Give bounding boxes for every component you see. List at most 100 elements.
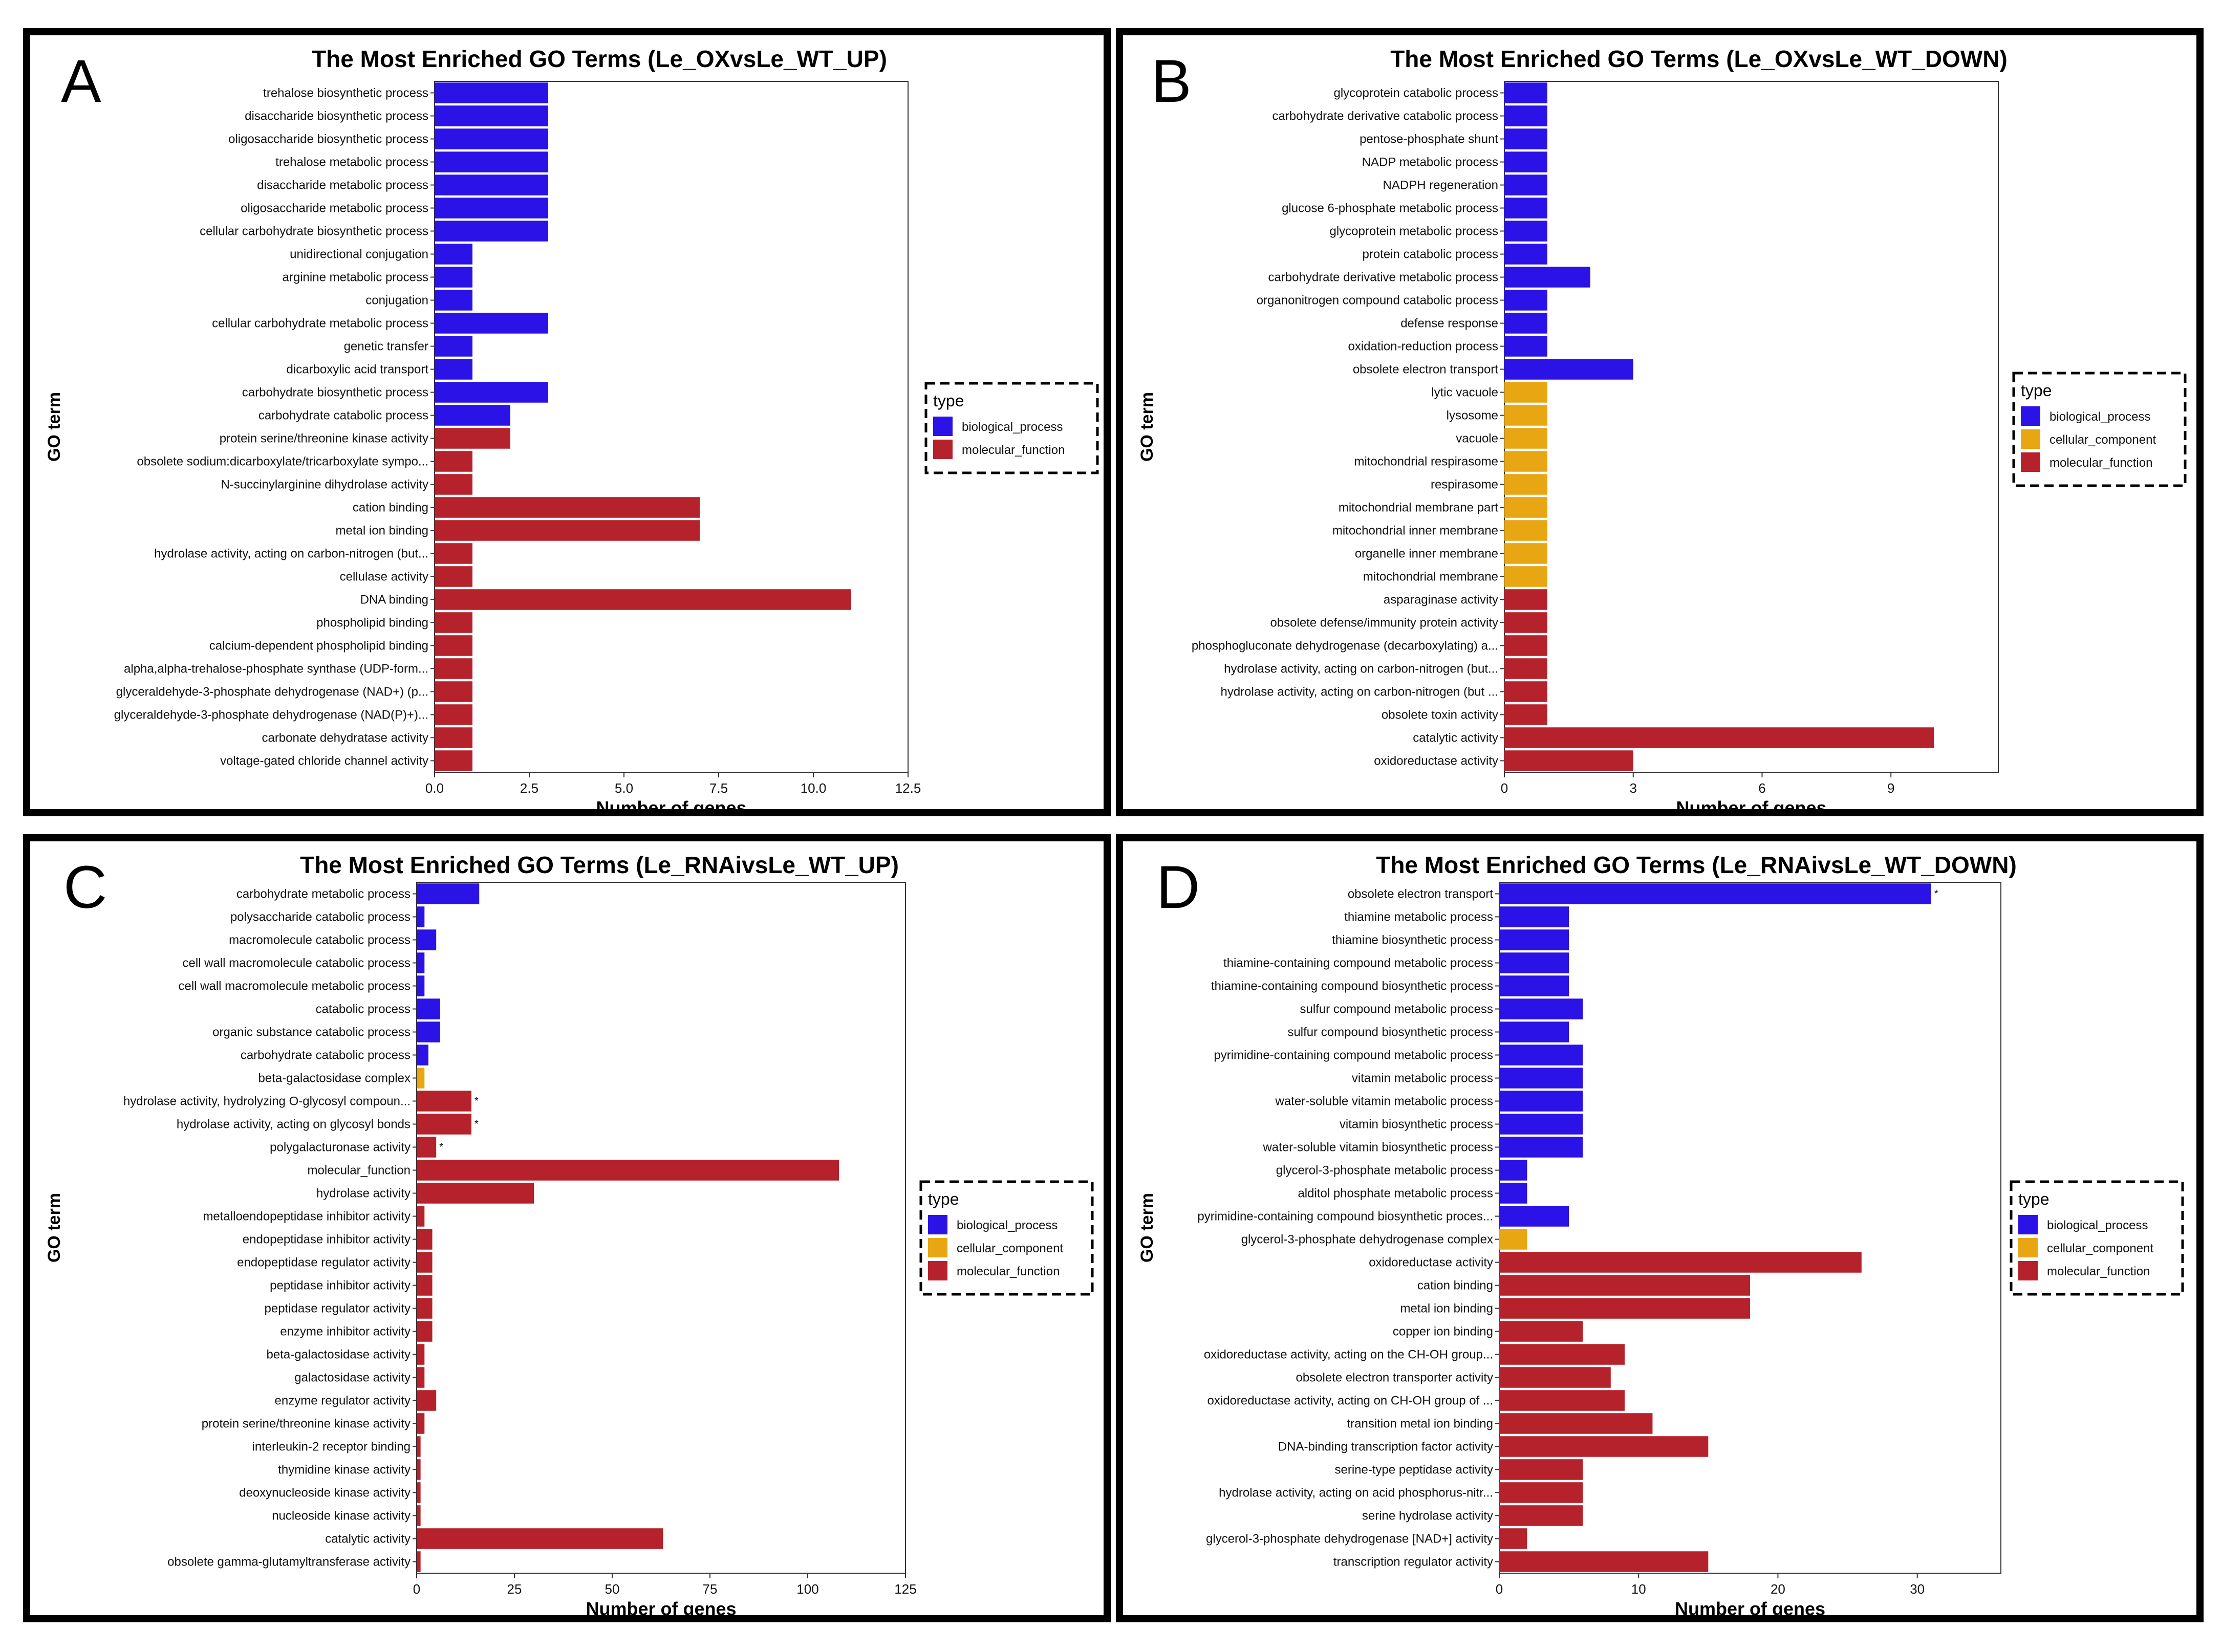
bar bbox=[435, 750, 472, 771]
category-label: hydrolase activity, acting on carbon-nit… bbox=[1220, 685, 1498, 699]
bar bbox=[435, 428, 510, 449]
category-label: pyrimidine-containing compound biosynthe… bbox=[1197, 1210, 1493, 1224]
legend-entry: biological_process bbox=[2047, 1219, 2148, 1232]
category-label: cation binding bbox=[1417, 1279, 1493, 1293]
bar bbox=[1504, 267, 1590, 288]
legend-entry: biological_process bbox=[957, 1219, 1058, 1232]
category-label: vacuole bbox=[1456, 432, 1498, 446]
x-tick-label: 7.5 bbox=[709, 780, 728, 796]
bar bbox=[1499, 1482, 1583, 1503]
bar bbox=[435, 290, 472, 311]
bar bbox=[1504, 151, 1547, 172]
category-label: carbonate dehydratase activity bbox=[262, 731, 428, 745]
category-label: cellulase activity bbox=[340, 570, 428, 584]
category-label: oxidoreductase activity, acting on the C… bbox=[1204, 1348, 1493, 1362]
category-label: dicarboxylic acid transport bbox=[287, 363, 429, 377]
legend-swatch bbox=[928, 1261, 947, 1280]
category-label: obsolete electron transport bbox=[1353, 363, 1499, 377]
category-label: obsolete sodium:dicarboxylate/tricarboxy… bbox=[137, 455, 428, 469]
category-label: glycoprotein metabolic process bbox=[1330, 225, 1499, 238]
chart-title: The Most Enriched GO Terms (Le_OXvsLe_WT… bbox=[1390, 46, 2008, 72]
bar bbox=[417, 1505, 421, 1526]
category-label: galactosidase activity bbox=[294, 1371, 411, 1385]
significance-marker: * bbox=[1934, 888, 1938, 900]
bar bbox=[435, 244, 472, 265]
category-label: pentose-phosphate shunt bbox=[1360, 133, 1498, 146]
category-label: obsolete defense/immunity protein activi… bbox=[1270, 616, 1498, 630]
bar bbox=[417, 1367, 425, 1388]
category-label: carbohydrate metabolic process bbox=[236, 887, 411, 901]
y-axis-label: GO term bbox=[1137, 392, 1157, 462]
category-label: cellular carbohydrate metabolic process bbox=[212, 317, 428, 331]
category-label: unidirectional conjugation bbox=[290, 248, 428, 262]
category-label: catabolic process bbox=[316, 1003, 411, 1016]
plot-area bbox=[1504, 81, 1999, 773]
category-label: mitochondrial inner membrane bbox=[1332, 524, 1498, 538]
category-label: DNA binding bbox=[360, 593, 428, 607]
bar bbox=[1499, 1114, 1583, 1135]
x-tick-label: 3 bbox=[1630, 780, 1637, 796]
category-label: sulfur compound biosynthetic process bbox=[1287, 1026, 1493, 1039]
bar bbox=[417, 998, 440, 1019]
y-axis-label: GO term bbox=[45, 392, 64, 462]
bar bbox=[435, 704, 472, 725]
category-label: carbohydrate derivative metabolic proces… bbox=[1268, 271, 1498, 285]
legend-box bbox=[924, 382, 1099, 474]
category-label: glycoprotein catabolic process bbox=[1333, 86, 1498, 100]
category-label: hydrolase activity, acting on carbon-nit… bbox=[1224, 662, 1498, 676]
bar bbox=[435, 105, 548, 126]
chart-panel-c: C The Most Enriched GO Terms (Le_RNAivsLe… bbox=[23, 834, 1111, 1622]
category-label: alpha,alpha-trehalose-phosphate synthase… bbox=[124, 662, 428, 676]
category-label: obsolete electron transport bbox=[1348, 887, 1494, 901]
category-label: enzyme inhibitor activity bbox=[280, 1325, 411, 1339]
bar bbox=[435, 359, 472, 380]
category-label: thiamine biosynthetic process bbox=[1332, 933, 1493, 947]
panel-letter: B bbox=[1151, 48, 1192, 115]
category-label: carbohydrate derivative catabolic proces… bbox=[1272, 110, 1498, 123]
x-tick-label: 20 bbox=[1771, 1581, 1785, 1597]
bar bbox=[1504, 290, 1547, 311]
bar bbox=[417, 1229, 433, 1250]
bar bbox=[435, 175, 548, 195]
bar bbox=[417, 1321, 433, 1342]
bar bbox=[435, 520, 700, 541]
category-label: genetic transfer bbox=[344, 340, 428, 354]
category-label: NADPH regeneration bbox=[1383, 179, 1498, 192]
y-axis-label: GO term bbox=[1137, 1193, 1157, 1263]
x-tick-label: 125 bbox=[894, 1581, 916, 1597]
legend-entry: biological_process bbox=[2050, 410, 2150, 424]
category-label: conjugation bbox=[365, 294, 428, 308]
bar bbox=[435, 474, 472, 495]
bar bbox=[417, 1298, 433, 1319]
category-label: N-succinylarginine dihydrolase activity bbox=[221, 478, 428, 492]
category-label: obsolete electron transporter activity bbox=[1296, 1371, 1493, 1385]
bar bbox=[435, 543, 472, 564]
bar bbox=[1504, 105, 1547, 126]
category-label: peptidase regulator activity bbox=[265, 1302, 411, 1316]
panel-letter: D bbox=[1156, 854, 1200, 921]
bar bbox=[1504, 451, 1547, 472]
category-label: oxidation-reduction process bbox=[1348, 340, 1499, 354]
x-tick-label: 25 bbox=[507, 1581, 522, 1597]
category-label: hydrolase activity, hydrolyzing O-glycos… bbox=[123, 1095, 411, 1108]
chart-svg: A The Most Enriched GO Terms (Le_OXvsLe_W… bbox=[45, 46, 1099, 809]
bar bbox=[1504, 543, 1547, 564]
bar bbox=[435, 727, 472, 748]
bar bbox=[1499, 906, 1569, 927]
significance-marker: * bbox=[439, 1142, 443, 1153]
category-label: voltage-gated chloride channel activity bbox=[220, 754, 428, 768]
legend-entry: cellular_component bbox=[957, 1242, 1063, 1255]
x-tick-label: 50 bbox=[605, 1581, 620, 1597]
category-label: respirasome bbox=[1431, 478, 1498, 492]
category-label: endopeptidase regulator activity bbox=[237, 1256, 411, 1270]
legend-entry: cellular_component bbox=[2047, 1242, 2153, 1255]
category-label: calcium-dependent phospholipid binding bbox=[209, 639, 428, 653]
bar bbox=[1499, 1206, 1569, 1227]
category-label: transition metal ion binding bbox=[1347, 1417, 1493, 1431]
bar bbox=[417, 1068, 425, 1089]
bar bbox=[1499, 952, 1569, 973]
legend-title: type bbox=[928, 1190, 959, 1208]
bar bbox=[417, 1183, 534, 1204]
bar bbox=[1499, 1298, 1750, 1319]
bar bbox=[435, 612, 472, 633]
